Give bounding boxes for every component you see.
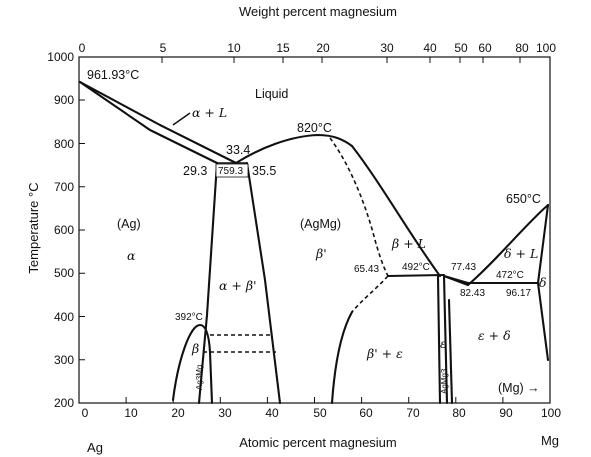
top-tick-100: 100 [536,41,556,55]
beta-prime-right-dashed [351,275,389,313]
top-tick-10: 10 [227,41,241,55]
liquidus-to-eutectic [442,274,470,287]
agmg3-label: AgMg3 [440,368,449,394]
epsilon-plus-delta-label: ε + δ [478,328,511,343]
peritectic-492 [386,273,446,278]
x-tick-20: 20 [171,406,185,420]
beta-prime-label: β' [315,246,327,261]
comp-33-4-label: 33.4 [226,143,250,157]
y-tick-700: 700 [54,180,74,194]
x-tick-100: 100 [541,406,561,420]
comp-77-43-label: 77.43 [451,262,476,273]
beta-plus-liquid-label: β + L [391,236,426,251]
top-tick-80: 80 [515,41,529,55]
bottom-axis-title: Atomic percent magnesium [239,435,397,450]
x-tick-80: 80 [452,406,466,420]
y-tick-300: 300 [54,353,74,367]
t-820-label: 820°C [297,121,332,135]
comp-29-3-label: 29.3 [183,164,207,178]
x-tick-0: 0 [82,406,89,420]
epsilon-left-boundary [436,274,442,405]
left-element-label: Ag [87,440,103,455]
y-tick-600: 600 [54,223,74,237]
left-axis-title: Temperature °C [26,182,41,273]
t-650-label: 650°C [506,192,541,206]
alpha-solvus [197,161,219,405]
x-tick-50: 50 [313,406,327,420]
comp-82-43-label: 82.43 [460,288,485,299]
beta-label: β [191,341,199,356]
t-759-3-box [215,163,249,178]
top-tick-0: 0 [79,41,86,55]
top-axis-tick-labels: 0 5 10 15 20 30 40 50 60 80 100 [79,41,557,55]
delta-label: δ [539,275,547,290]
top-axis-title: Weight percent magnesium [239,4,397,19]
y-tick-500: 500 [54,266,74,280]
solidus-agmg-right [329,137,389,277]
ag-melting-label: 961.93°C [87,68,139,82]
x-tick-70: 70 [406,406,420,420]
epsilon-label: ε [440,336,447,351]
liquidus-agmg-right [350,144,442,278]
x-tick-30: 30 [218,406,232,420]
y-tick-900: 900 [54,93,74,107]
x-tick-60: 60 [359,406,373,420]
top-tick-50: 50 [454,41,468,55]
liquidus-left [78,80,238,165]
delta-solvus [536,281,550,362]
beta-dome [171,323,214,405]
y-tick-1000: 1000 [47,50,74,64]
delta-plus-liquid-label: δ + L [504,246,538,261]
solidus-alpha [78,80,219,165]
y-axis-ticks [79,56,85,361]
agmg3-left [447,298,454,405]
beta-prime-left-boundary [245,161,282,405]
top-tick-30: 30 [380,41,394,55]
alpha-label: α [127,248,136,263]
alpha-liquid-pointer [172,112,191,126]
t-492-label: 492°C [402,262,430,273]
epsilon-right-boundary [442,274,449,405]
beta-prime-right-boundary [330,310,354,405]
t-759-3-label: 759.3 [218,166,243,177]
liquidus-to-agmg-max [234,133,354,165]
comp-96-17-label: 96.17 [506,288,531,299]
right-element-label: Mg [541,433,559,448]
mg-arrow-label: (Mg) → [498,381,540,395]
alpha-plus-beta-prime-label: α + β' [219,278,257,293]
y-tick-400: 400 [54,310,74,324]
x-axis-tick-labels: 0 10 20 30 40 50 60 70 80 90 100 [82,406,562,420]
top-tick-20: 20 [316,41,330,55]
x-tick-10: 10 [124,406,138,420]
ag3mg-label: Ag3Mg [195,365,204,390]
top-tick-60: 60 [478,41,492,55]
top-tick-40: 40 [423,41,437,55]
y-axis-tick-labels: 1000 900 800 700 600 500 400 300 200 [47,50,74,410]
liquid-label: Liquid [255,87,288,101]
delta-solidus [536,203,550,285]
top-tick-5: 5 [160,41,167,55]
top-tick-15: 15 [276,41,290,55]
ag-phase-label: (Ag) [117,217,141,231]
x-tick-90: 90 [499,406,513,420]
t-472-label: 472°C [496,270,524,281]
x-tick-40: 40 [265,406,279,420]
beta-prime-plus-epsilon-label: β' + ε [366,346,403,361]
t-392-label: 392°C [175,312,203,323]
liquidus-mg-side [466,203,550,287]
alpha-plus-liquid-label: α + L [192,105,227,120]
y-tick-800: 800 [54,137,74,151]
agmg-phase-label: (AgMg) [300,217,341,231]
comp-65-43-label: 65.43 [354,264,379,275]
comp-35-5-label: 35.5 [252,164,276,178]
y-tick-200: 200 [54,396,74,410]
top-axis-ticks [161,57,521,63]
